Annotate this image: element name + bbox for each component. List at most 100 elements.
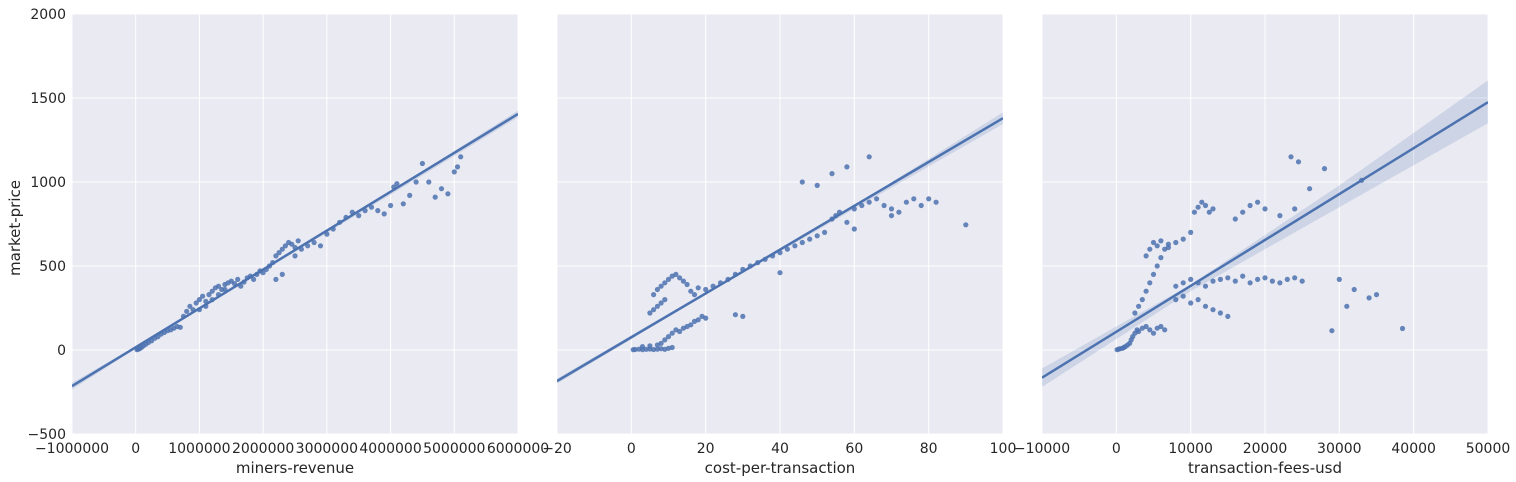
data-point (851, 226, 857, 232)
x-tick-label: 30000 (1317, 441, 1362, 457)
data-point (1165, 244, 1171, 251)
data-point (658, 283, 664, 289)
data-point (658, 340, 664, 346)
data-point (807, 236, 813, 242)
data-point (1307, 186, 1313, 192)
data-point (1329, 328, 1335, 334)
data-point (1139, 297, 1145, 303)
x-tick-label: 20 (697, 441, 715, 457)
data-point (209, 288, 215, 294)
data-point (235, 276, 241, 282)
data-point (279, 271, 285, 277)
panel-3: −10000 0 10000 20000 30000 40000 50000 transact… (1014, 13, 1510, 477)
data-point (1277, 280, 1283, 286)
data-point (184, 308, 190, 314)
data-point (1188, 229, 1194, 235)
data-point (273, 276, 279, 282)
data-point (1351, 286, 1357, 293)
data-point (651, 307, 657, 313)
data-point (1225, 275, 1231, 281)
data-point (1210, 307, 1216, 313)
x-tick-label: −10000 (1014, 441, 1070, 457)
data-point (695, 317, 701, 323)
data-point (691, 292, 698, 298)
data-point (1173, 239, 1179, 246)
data-point (419, 160, 425, 167)
data-point (1240, 209, 1246, 215)
data-point (1199, 199, 1205, 205)
data-point (1344, 303, 1350, 309)
data-point (187, 303, 193, 309)
panel-plot-area (72, 110, 518, 390)
data-point (1210, 278, 1216, 284)
data-point (677, 275, 683, 281)
x-tick-label: 40 (771, 441, 789, 457)
data-point (311, 239, 317, 246)
data-point (654, 303, 661, 309)
data-point (822, 229, 828, 235)
data-point (1191, 209, 1197, 215)
x-tick-label: 40000 (1391, 441, 1436, 457)
data-point (1154, 243, 1160, 249)
data-point (1195, 204, 1201, 210)
data-point (1147, 280, 1153, 286)
data-point (251, 276, 257, 282)
data-point (407, 192, 413, 198)
x-tick-label: −20 (542, 441, 572, 457)
data-point (703, 286, 709, 293)
data-point (662, 337, 668, 343)
data-point (356, 213, 362, 219)
data-point (669, 330, 675, 336)
data-point (844, 219, 850, 225)
data-point (193, 300, 199, 306)
data-point (647, 343, 653, 349)
y-tick-label: 1000 (30, 175, 66, 191)
data-point (1295, 159, 1302, 165)
y-tick-label: −500 (28, 427, 66, 443)
x-tick-label: 100 (990, 441, 1017, 457)
data-point (177, 324, 183, 330)
x-tick-label: 4000000 (359, 441, 421, 457)
data-point (1202, 202, 1209, 209)
data-point (874, 196, 880, 202)
data-point (292, 253, 298, 259)
data-point (1247, 280, 1253, 286)
data-point (903, 199, 910, 205)
data-point (703, 315, 709, 321)
data-point (1132, 310, 1138, 316)
data-point (829, 171, 835, 177)
data-point (658, 300, 664, 306)
data-point (1321, 166, 1328, 172)
x-tick-label: 60 (845, 441, 863, 457)
data-point (273, 253, 279, 259)
data-point (896, 209, 902, 215)
data-point (866, 199, 872, 205)
data-point (814, 182, 820, 188)
data-point (1240, 273, 1246, 279)
data-point (866, 154, 872, 160)
data-point (1284, 276, 1290, 282)
data-point (963, 222, 969, 228)
x-tick-label: 3000000 (296, 441, 358, 457)
regression-line (72, 112, 518, 388)
data-point (1150, 271, 1157, 277)
x-tick-label: 0 (627, 441, 636, 457)
data-point (1262, 206, 1268, 212)
data-point (413, 179, 419, 185)
data-point (784, 246, 791, 252)
data-point (844, 164, 850, 170)
data-point (1247, 202, 1253, 209)
data-point (1217, 310, 1223, 316)
regression-line (1042, 101, 1488, 379)
data-point (1255, 199, 1261, 205)
data-point (1143, 323, 1149, 330)
data-point (799, 179, 805, 185)
data-point (368, 204, 375, 210)
data-point (639, 344, 646, 350)
data-point (438, 186, 445, 192)
data-point (400, 201, 406, 207)
x-axis-label: cost-per-transaction (705, 459, 856, 477)
data-point (1188, 276, 1194, 282)
data-point (680, 278, 687, 284)
data-point (1150, 330, 1157, 336)
